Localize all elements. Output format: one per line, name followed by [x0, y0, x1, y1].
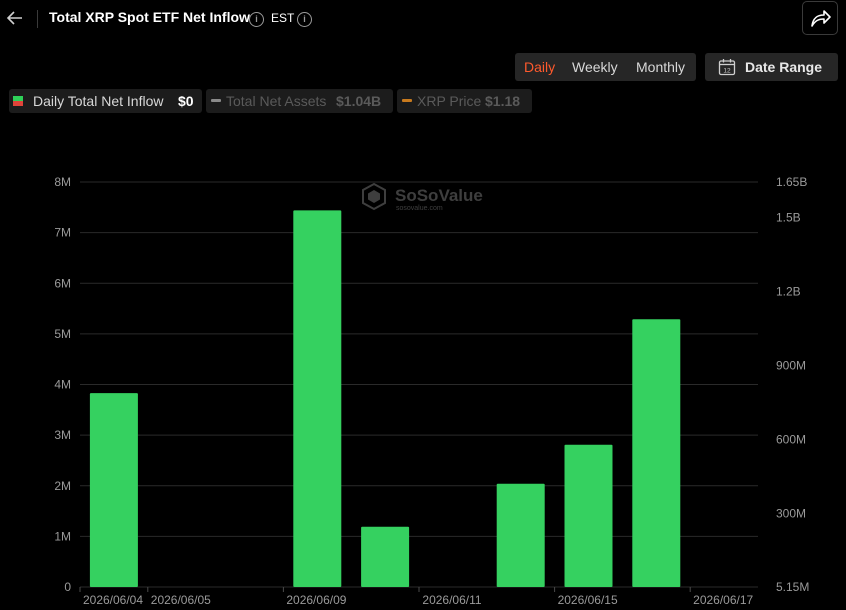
x-tick-label: 2026/06/09 [286, 593, 346, 607]
line-swatch-icon [211, 99, 221, 102]
x-tick-label: 2026/06/11 [422, 593, 481, 607]
y-axis-right: 5.15M 300M 600M 900M 1.2B 1.5B 1.65B [776, 175, 809, 594]
bar-2026/06/04 [89, 393, 138, 587]
y-tick-label: 4M [54, 378, 71, 392]
x-tick-label: 2026/06/17 [693, 593, 753, 607]
y-tick-label: 1M [54, 529, 71, 543]
header: Total XRP Spot ETF Net Inflow i EST i [0, 0, 846, 38]
bar-2026/06/09 [293, 210, 342, 587]
sosovalue-logo-icon [362, 182, 386, 211]
y2-tick-label: 600M [776, 433, 806, 447]
legend-label: XRP Price [417, 93, 482, 109]
share-icon [811, 10, 831, 27]
line-swatch-icon [402, 99, 412, 102]
share-button[interactable] [802, 1, 838, 35]
page-title: Total XRP Spot ETF Net Inflow [49, 9, 250, 25]
legend-value: $0 [178, 93, 194, 109]
bar-2026/06/16 [632, 319, 681, 587]
x-tick-label: 2026/06/15 [558, 593, 618, 607]
calendar-icon: 12 [718, 59, 736, 76]
x-axis: 2026/06/04 2026/06/05 2026/06/09 2026/06/11… [79, 587, 754, 607]
date-range-button[interactable]: 12 Date Range [705, 53, 838, 81]
title-info-icon[interactable]: i [249, 12, 264, 27]
watermark-logo: SoSoValue sosovalue.com [362, 182, 483, 212]
watermark-name: SoSoValue [395, 186, 483, 205]
tab-daily[interactable]: Daily [524, 59, 556, 75]
bar-swatch-icon [13, 96, 23, 106]
y-tick-label: 6M [54, 276, 71, 290]
x-tick-label: 2026/06/04 [83, 593, 143, 607]
svg-text:12: 12 [723, 68, 731, 75]
y2-tick-label: 5.15M [776, 580, 809, 594]
header-divider [37, 10, 38, 28]
net-inflow-chart: SoSoValue sosovalue.com 0 1M 2M 3M 4M 5M 6M 7M 8… [54, 175, 809, 607]
y-tick-label: 5M [54, 327, 71, 341]
legend-item-net-inflow[interactable]: Daily Total Net Inflow $0 [9, 89, 202, 113]
y2-tick-label: 300M [776, 507, 806, 521]
y-tick-label: 2M [54, 479, 71, 493]
bars [89, 210, 681, 587]
period-tabs: Daily Weekly Monthly [515, 53, 696, 81]
legend-value: $1.18 [485, 93, 521, 109]
y2-tick-label: 1.2B [776, 285, 801, 299]
bar-2026/06/12 [496, 483, 545, 587]
date-range-label: Date Range [745, 59, 823, 75]
y-axis-left: 0 1M 2M 3M 4M 5M 6M 7M 8M [54, 175, 71, 594]
x-tick-label: 2026/06/05 [151, 593, 211, 607]
legend-value: $1.04B [336, 93, 382, 109]
watermark-url: sosovalue.com [396, 205, 443, 212]
bar-2026/06/10 [361, 526, 410, 587]
tab-weekly[interactable]: Weekly [572, 59, 618, 75]
legend-item-xrp-price[interactable]: XRP Price $1.18 [397, 89, 532, 113]
legend-item-net-assets[interactable]: Total Net Assets $1.04B [206, 89, 393, 113]
y-tick-label: 7M [54, 226, 71, 240]
legend-label: Total Net Assets [226, 93, 327, 109]
y2-tick-label: 1.5B [776, 211, 801, 225]
y-tick-label: 3M [54, 428, 71, 442]
bar-2026/06/15 [564, 444, 613, 587]
back-arrow-icon[interactable] [6, 8, 24, 28]
y-tick-label: 0 [64, 580, 71, 594]
legend-label: Daily Total Net Inflow [33, 93, 164, 109]
tab-monthly[interactable]: Monthly [636, 59, 686, 75]
timezone-label: EST [271, 11, 295, 25]
timezone-info-icon[interactable]: i [297, 12, 312, 27]
y-tick-label: 8M [54, 175, 71, 189]
y2-tick-label: 1.65B [776, 175, 807, 189]
y2-tick-label: 900M [776, 359, 806, 373]
